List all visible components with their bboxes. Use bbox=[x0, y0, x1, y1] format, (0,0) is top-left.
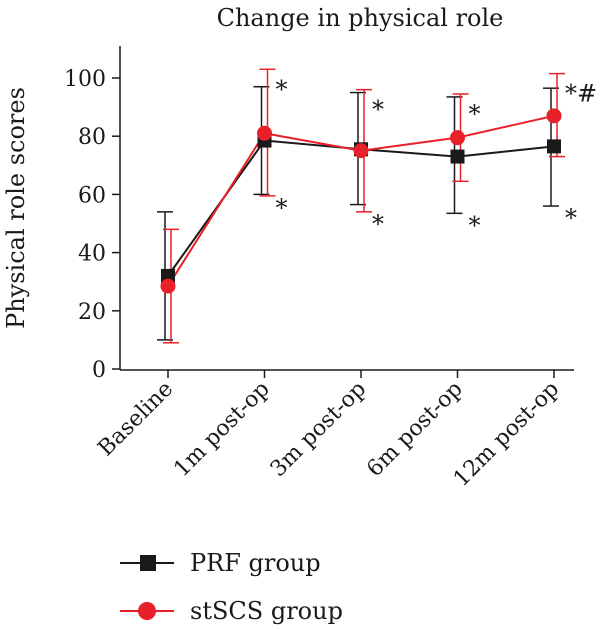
data-point bbox=[160, 278, 176, 294]
y-tick-label: 60 bbox=[78, 183, 106, 208]
x-tick-label: 6m post-op bbox=[362, 377, 467, 482]
chart-title: Change in physical role bbox=[217, 4, 504, 32]
annotation-upper: *# bbox=[565, 80, 597, 108]
annotation-upper: * bbox=[276, 75, 288, 103]
y-tick-label: 80 bbox=[78, 125, 106, 150]
data-point bbox=[546, 108, 562, 124]
annotation-upper: * bbox=[372, 96, 384, 124]
legend-label: stSCS group bbox=[190, 597, 343, 625]
legend-marker bbox=[138, 602, 156, 620]
series-lines bbox=[167, 114, 555, 287]
significance-annotations: * * * * * * *# * bbox=[276, 75, 598, 239]
data-point bbox=[450, 149, 465, 164]
legend-marker bbox=[140, 555, 156, 571]
data-point bbox=[257, 125, 272, 141]
x-tick-label: 3m post-op bbox=[266, 377, 371, 482]
y-tick-label: 100 bbox=[64, 67, 106, 92]
x-tick-label: Baseline bbox=[93, 377, 178, 462]
annotation-lower: * bbox=[372, 210, 384, 238]
legend-label: PRF group bbox=[190, 549, 321, 577]
y-tick-label: 0 bbox=[92, 358, 106, 383]
y-axis-label: Physical role scores bbox=[2, 87, 30, 329]
legend: PRF group stSCS group bbox=[120, 549, 343, 625]
annotation-lower: * bbox=[469, 211, 481, 239]
annotation-lower: * bbox=[565, 204, 577, 232]
annotation-upper: * bbox=[469, 100, 481, 128]
y-tick-label: 40 bbox=[78, 242, 106, 267]
series-line bbox=[167, 114, 555, 287]
data-point bbox=[450, 130, 465, 146]
annotation-lower: * bbox=[276, 194, 288, 222]
data-point bbox=[161, 268, 175, 283]
data-point bbox=[353, 143, 369, 159]
y-tick-label: 20 bbox=[78, 300, 106, 325]
series-markers bbox=[160, 108, 562, 294]
series-line bbox=[167, 139, 555, 277]
data-point bbox=[547, 139, 561, 154]
x-tick-label: 1m post-op bbox=[169, 377, 274, 482]
